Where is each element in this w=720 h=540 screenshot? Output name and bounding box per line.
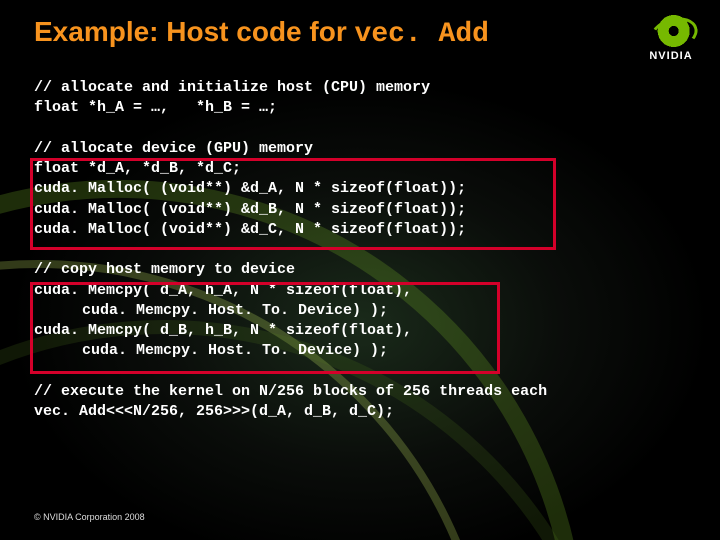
- code-line: // execute the kernel on N/256 blocks of…: [34, 383, 547, 400]
- code-block: // allocate and initialize host (CPU) me…: [34, 78, 684, 422]
- code-line: cuda. Memcpy( d_A, h_A, N * sizeof(float…: [34, 282, 412, 299]
- code-line: // copy host memory to device: [34, 261, 295, 278]
- code-line: cuda. Memcpy. Host. To. Device) );: [34, 342, 388, 359]
- code-line: float *h_A = …, *h_B = …;: [34, 99, 277, 116]
- nvidia-logo: NVIDIA: [644, 14, 698, 62]
- code-line: cuda. Malloc( (void**) &d_B, N * sizeof(…: [34, 201, 466, 218]
- nvidia-wordmark: NVIDIA: [644, 50, 698, 62]
- nvidia-eye-icon: [644, 14, 698, 48]
- title-code: vec. Add: [355, 19, 489, 50]
- code-line: vec. Add<<<N/256, 256>>>(d_A, d_B, d_C);: [34, 403, 394, 420]
- code-line: // allocate and initialize host (CPU) me…: [34, 79, 430, 96]
- code-line: float *d_A, *d_B, *d_C;: [34, 160, 241, 177]
- code-line: cuda. Memcpy( d_B, h_B, N * sizeof(float…: [34, 322, 412, 339]
- copyright-text: © NVIDIA Corporation 2008: [34, 512, 145, 522]
- slide-title: Example: Host code for vec. Add: [34, 16, 489, 50]
- title-text: Example: Host code for: [34, 16, 355, 47]
- code-line: cuda. Malloc( (void**) &d_A, N * sizeof(…: [34, 180, 466, 197]
- code-line: // allocate device (GPU) memory: [34, 140, 313, 157]
- slide: Example: Host code for vec. Add NVIDIA /…: [0, 0, 720, 540]
- code-line: cuda. Memcpy. Host. To. Device) );: [34, 302, 388, 319]
- code-line: cuda. Malloc( (void**) &d_C, N * sizeof(…: [34, 221, 466, 238]
